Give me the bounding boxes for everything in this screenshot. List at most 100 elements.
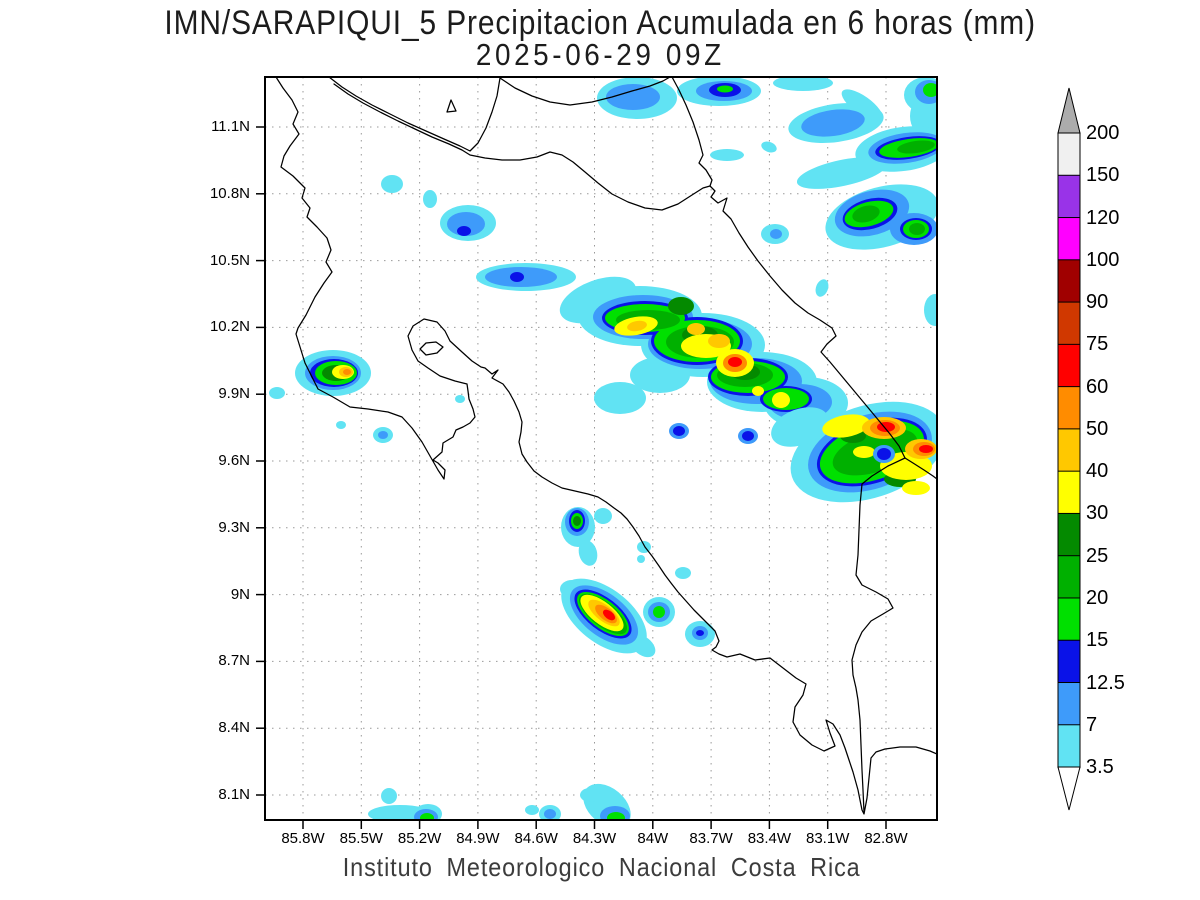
precip-cell [637,555,645,563]
colorbar-tick-label: 20 [1086,586,1109,609]
colorbar-tick-label: 60 [1086,375,1109,398]
precip-cell [594,382,646,414]
colorbar-tick-label: 15 [1086,629,1109,652]
lon-tick-label: 84.6W [514,830,558,847]
lat-tick-label: 8.7N [218,652,250,670]
precip-cell [717,85,733,93]
axis-ticks [256,126,887,829]
precip-cell [752,386,764,396]
lake-nicaragua-shore [328,77,671,152]
lon-tick-label: 84W [637,830,669,847]
lon-tick-label: 83.4W [747,830,792,847]
colorbar-tick-label: 200 [1086,122,1120,144]
precip-cell [580,788,600,802]
precip-cell [877,448,891,460]
precip-cell [771,407,829,447]
precip-cell [852,205,880,223]
colorbar-tick-label: 90 [1086,291,1109,314]
precip-cell [381,175,403,193]
precip-cell [668,297,694,315]
lat-tick-label: 10.2N [209,318,250,336]
panama-border [851,457,906,813]
colorbar-tick-label: 12.5 [1086,671,1125,694]
precip-cell [525,805,539,815]
precip-cell [710,149,744,161]
precip-cell [728,357,742,367]
caribbean-coastline [671,77,937,480]
precip-cell [455,395,465,403]
precip-cell [761,141,777,153]
lat-tick-label: 8.4N [218,719,250,737]
colorbar-tick-label: 30 [1086,502,1109,525]
colorbar-tick-label: 25 [1086,544,1109,567]
precip-cell [510,272,524,282]
nicaragua-border [333,83,711,211]
lon-tick-label: 84.9W [456,830,500,847]
precip-cell [897,140,935,154]
lat-tick-label: 9N [230,585,250,603]
precip-cell [336,421,346,429]
pacific-coastline [275,77,937,815]
precip-cell [770,229,782,239]
precip-cell [902,481,930,495]
colorbar-tick-label: 7 [1086,713,1098,736]
precip-cell [578,540,598,566]
colorbar-tick-label: 120 [1086,206,1120,229]
colorbar-tick-label: 40 [1086,460,1109,483]
precip-cell [877,422,895,432]
lon-tick-label: 83.7W [689,830,733,847]
precip-cell [544,809,556,819]
precip-cell [675,567,691,579]
page-subtitle-datetime: 2025-06-29 09Z [475,37,725,72]
ometepe-island [446,99,457,113]
precip-cell [630,634,656,658]
lon-tick-label: 85.5W [339,830,383,847]
precip-cell [602,609,616,621]
precip-cell [696,630,704,636]
precip-cell [673,426,685,436]
precip-cell [420,813,434,820]
precip-cell [853,446,875,458]
precip-cell [423,190,437,208]
precip-cell [343,369,351,375]
lat-tick-label: 10.8N [209,184,250,202]
precip-cell [447,212,485,236]
precip-cell [708,334,730,348]
precip-cell [796,157,888,189]
lat-tick-label: 8.1N [218,786,250,803]
lake-arenal [419,341,444,356]
colorbar-tick-label: 75 [1086,333,1109,356]
precip-cell [773,77,833,91]
precip-cell [687,323,705,335]
precip-cell [801,109,865,137]
precip-cell [573,516,581,526]
page-title: IMN/SARAPIQUI_5 Precipitacion Acumulada … [164,4,1036,42]
precip-cell [772,392,790,408]
colorbar [1057,87,1081,811]
precip-cell [815,279,829,297]
lat-tick-label: 11.1N [211,118,250,135]
colorbar-tick-label: 100 [1086,248,1120,271]
colorbar-tick-label: 3.5 [1086,756,1114,779]
lon-tick-label: 83.1W [806,830,850,847]
precip-cell [627,320,647,332]
lat-tick-label: 10.5N [209,251,250,269]
lat-tick-label: 9.6N [218,452,250,469]
precip-cell [457,226,471,236]
precip-cell [606,84,660,110]
lon-tick-label: 84.3W [572,830,617,847]
precip-cell [910,96,937,136]
precip-cell [381,788,397,804]
precip-cell [653,606,665,618]
colorbar-tick-label: 150 [1086,164,1120,187]
precip-cell [923,83,937,97]
precip-cell [822,414,870,438]
coastline-layer [275,77,937,815]
lon-tick-label: 82.8W [864,830,908,847]
precip-cell [594,508,612,524]
precip-cell [742,431,754,441]
precip-cells-layer [269,77,937,820]
precip-cell [378,431,388,439]
lat-tick-label: 9.9N [218,385,250,403]
